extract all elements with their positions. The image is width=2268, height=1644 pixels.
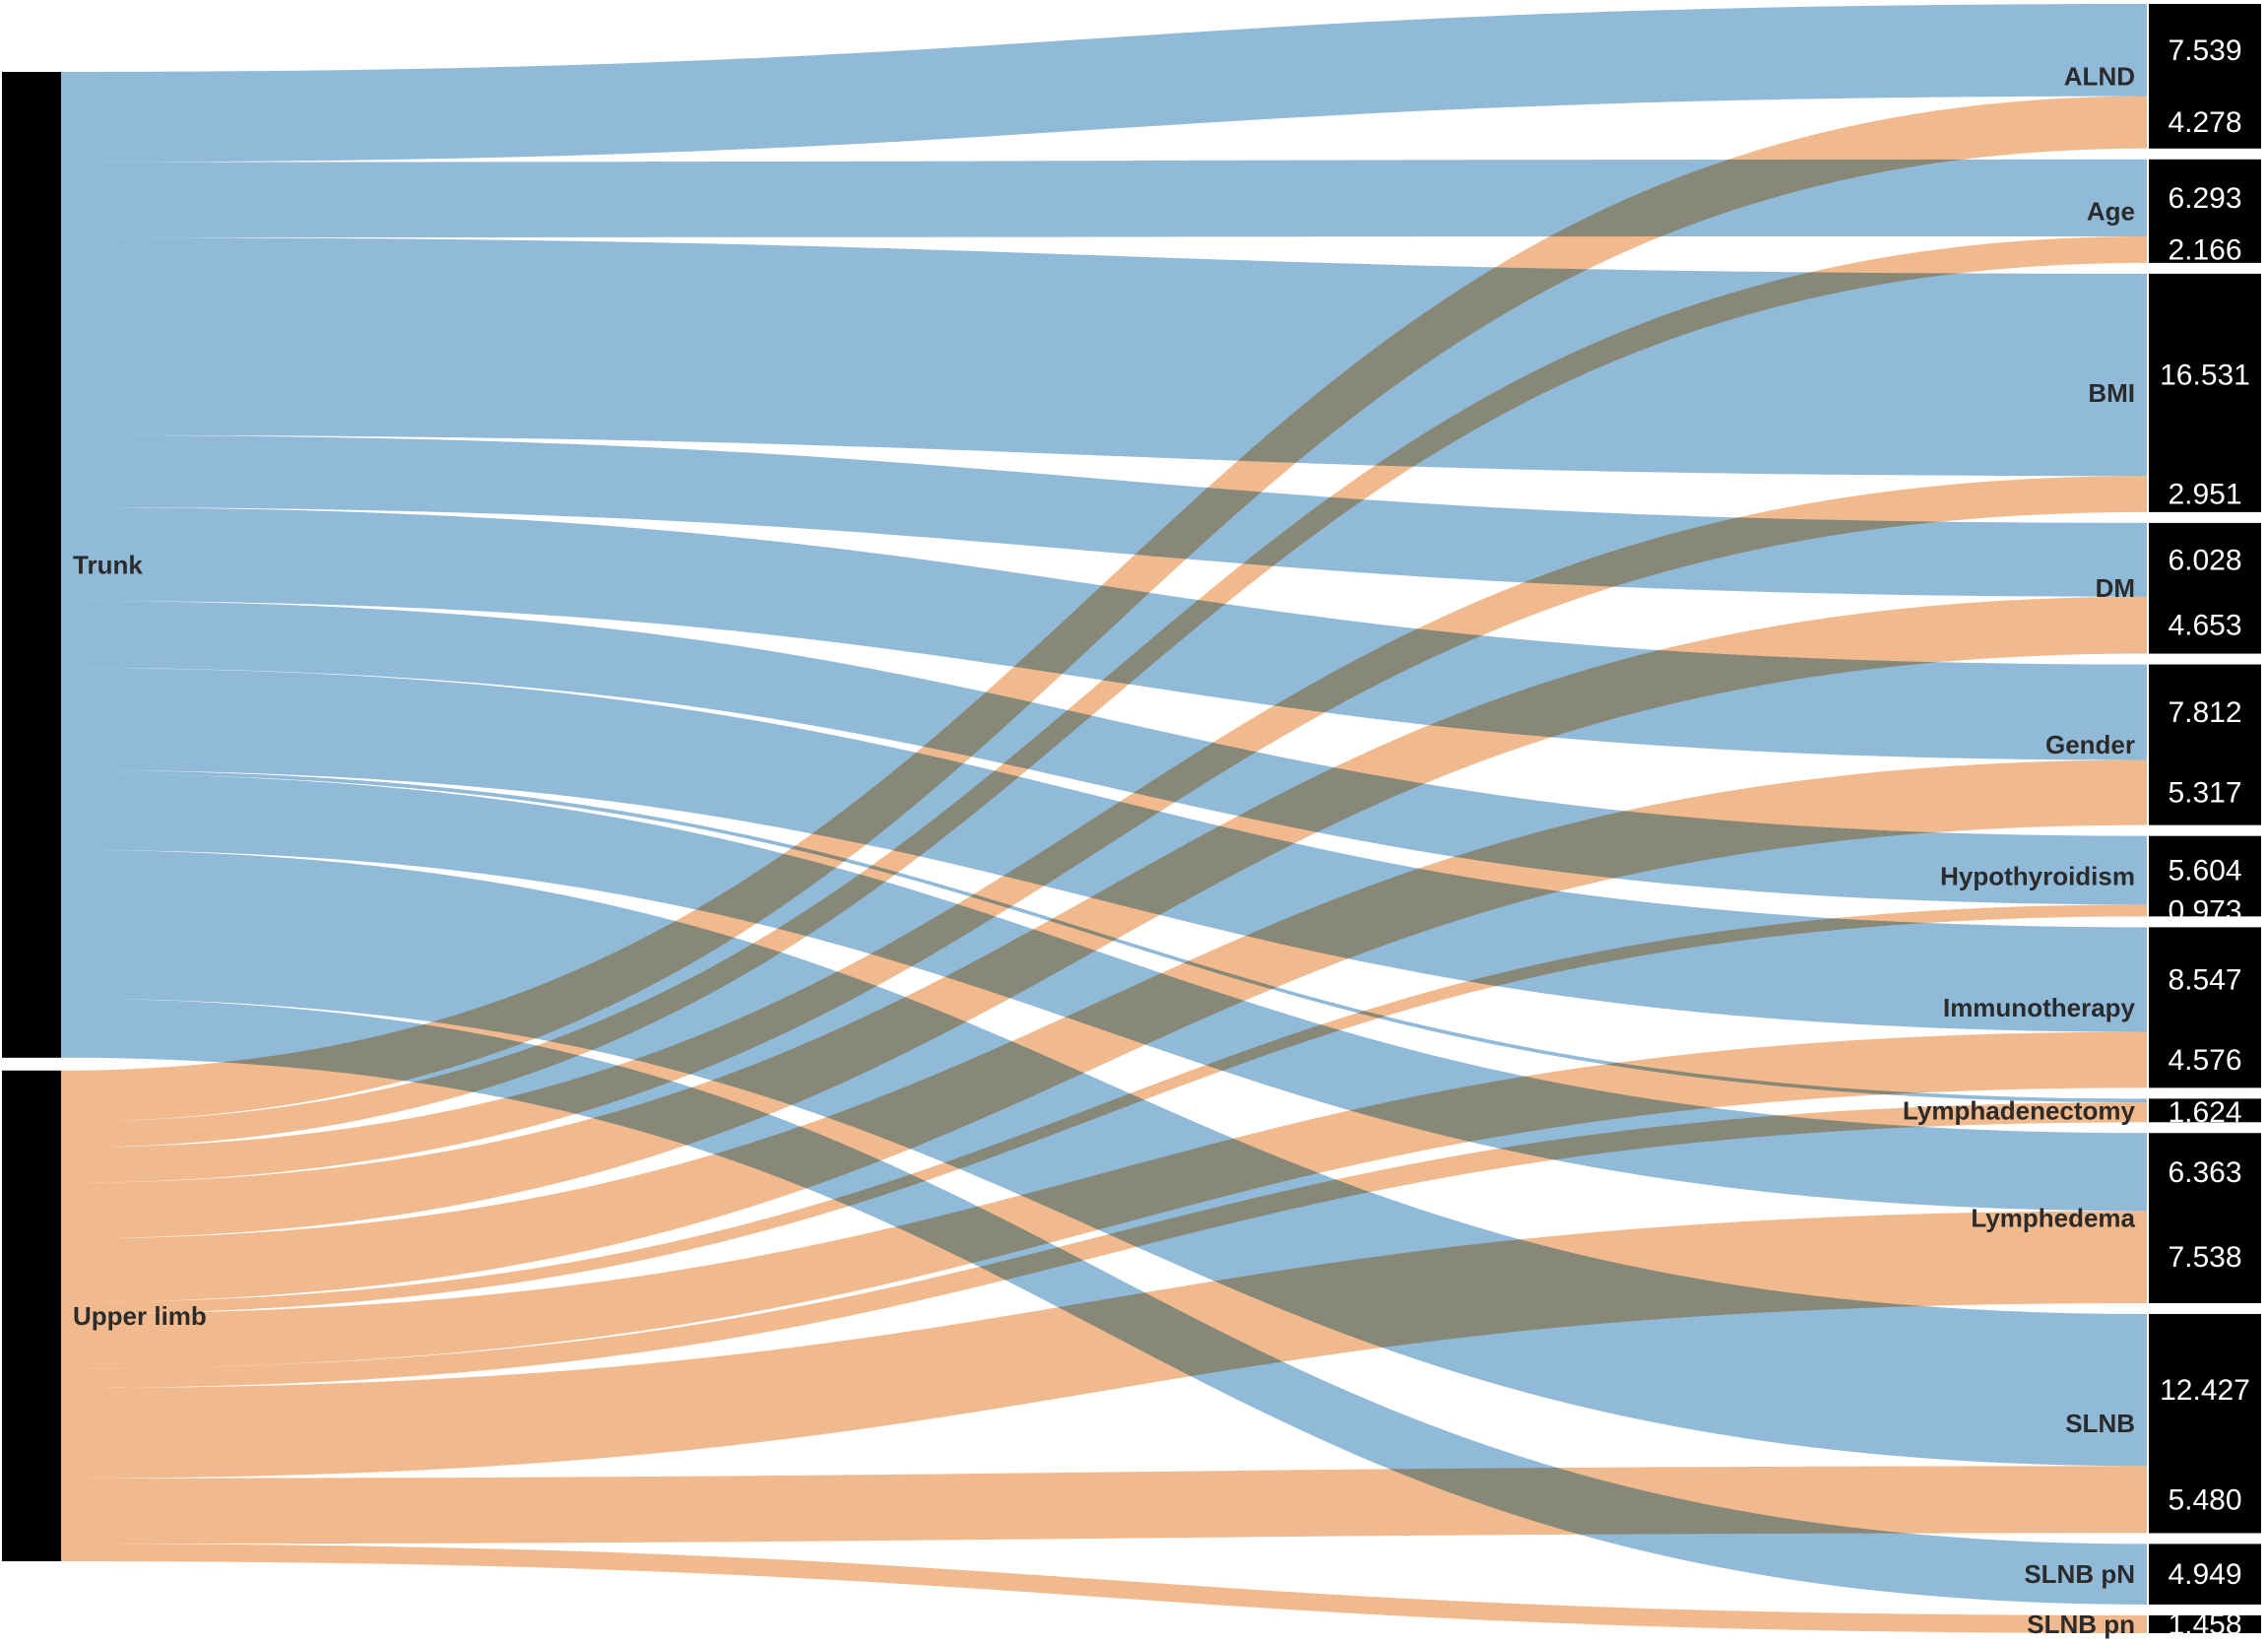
value-label-upper_limb-slnb: 5.480 xyxy=(2168,1483,2241,1516)
target-node-hypothyroidism xyxy=(2149,835,2261,917)
value-label-trunk-alnd: 7.539 xyxy=(2168,34,2241,67)
links-layer xyxy=(61,4,2147,1633)
link-trunk-bmi xyxy=(61,237,2147,477)
value-label-trunk-slnb: 12.427 xyxy=(2160,1374,2250,1407)
value-label-upper_limb-alnd: 4.278 xyxy=(2168,106,2241,139)
target-label-immunotherapy: Immunotherapy xyxy=(1943,993,2136,1022)
target-label-slnb_pn_upper: SLNB pN xyxy=(2024,1559,2135,1589)
source-label-upper_limb: Upper limb xyxy=(73,1301,207,1331)
value-label-upper_limb-lymphedema: 7.538 xyxy=(2168,1241,2241,1274)
value-label-upper_limb-hypothyroidism: 0.973 xyxy=(2168,894,2241,927)
value-label-upper_limb-bmi: 2.951 xyxy=(2168,479,2241,511)
link-upper_limb-lymphadenectomy xyxy=(61,1102,2147,1389)
value-label-trunk-slnb_pn_upper: 4.949 xyxy=(2168,1558,2241,1591)
link-trunk-slnb xyxy=(61,849,2147,1467)
target-node-dm xyxy=(2149,522,2261,654)
link-trunk-slnb_pn_upper xyxy=(61,998,2147,1605)
value-label-trunk-lymphedema: 6.363 xyxy=(2168,1156,2241,1189)
target-node-gender xyxy=(2149,664,2261,825)
value-label-trunk-age: 6.293 xyxy=(2168,182,2241,215)
target-label-alnd: ALND xyxy=(2064,61,2135,91)
source-label-trunk: Trunk xyxy=(73,550,143,579)
target-label-age: Age xyxy=(2087,196,2135,226)
value-label-trunk-immunotherapy: 8.547 xyxy=(2168,963,2241,996)
link-trunk-dm xyxy=(61,434,2147,597)
source-node-trunk xyxy=(2,72,61,1058)
target-label-slnb: SLNB xyxy=(2065,1409,2135,1438)
value-label-upper_limb-slnb_pn_lower: 1.458 xyxy=(2168,1609,2241,1641)
target-label-hypothyroidism: Hypothyroidism xyxy=(1940,862,2135,891)
target-label-gender: Gender xyxy=(2045,730,2135,759)
target-node-lymphedema xyxy=(2149,1133,2261,1303)
target-node-slnb_pn_lower xyxy=(2149,1614,2261,1633)
value-label-upper_limb-immunotherapy: 4.576 xyxy=(2168,1044,2241,1077)
target-label-lymphadenectomy: Lymphadenectomy xyxy=(1903,1095,2136,1125)
value-label-upper_limb-lymphadenectomy: 1.624 xyxy=(2168,1096,2241,1129)
target-label-lymphedema: Lymphedema xyxy=(1971,1204,2135,1233)
link-upper_limb-gender xyxy=(61,759,2147,1303)
value-label-upper_limb-age: 2.166 xyxy=(2168,233,2241,266)
link-trunk-immunotherapy xyxy=(61,667,2147,1032)
link-upper_limb-age xyxy=(61,235,2147,1149)
target-label-dm: DM xyxy=(2096,573,2135,603)
target-node-alnd xyxy=(2149,4,2261,149)
target-node-age xyxy=(2149,159,2261,263)
target-label-bmi: BMI xyxy=(2088,378,2135,408)
link-trunk-hypothyroidism xyxy=(61,600,2147,905)
value-label-trunk-dm: 6.028 xyxy=(2168,544,2241,576)
value-label-upper_limb-dm: 4.653 xyxy=(2168,610,2241,642)
link-trunk-gender xyxy=(61,507,2147,760)
value-label-trunk-gender: 7.812 xyxy=(2168,696,2241,729)
target-node-lymphadenectomy xyxy=(2149,1098,2261,1123)
link-trunk-age xyxy=(61,159,2147,238)
link-upper_limb-dm xyxy=(61,596,2147,1239)
link-trunk-lymphedema xyxy=(61,773,2147,1212)
nodes-layer xyxy=(2,4,2261,1633)
link-trunk-lymphadenectomy xyxy=(61,769,2147,1103)
value-label-upper_limb-gender: 5.317 xyxy=(2168,777,2241,810)
labels-layer: Trunk Upper limb ALND Age BMI DM Gender Hypothy… xyxy=(73,34,2250,1641)
value-label-trunk-bmi: 16.531 xyxy=(2160,360,2250,392)
link-upper_limb-slnb_pn_lower xyxy=(61,1544,2147,1633)
link-trunk-alnd xyxy=(61,4,2147,163)
source-node-upper_limb xyxy=(2,1070,61,1561)
target-node-bmi xyxy=(2149,273,2261,512)
target-node-slnb_pn_upper xyxy=(2149,1544,2261,1605)
target-node-immunotherapy xyxy=(2149,927,2261,1088)
value-label-trunk-hypothyroidism: 5.604 xyxy=(2168,854,2241,887)
target-label-slnb_pn_lower: SLNB pn xyxy=(2027,1610,2135,1639)
target-node-slnb xyxy=(2149,1313,2261,1534)
